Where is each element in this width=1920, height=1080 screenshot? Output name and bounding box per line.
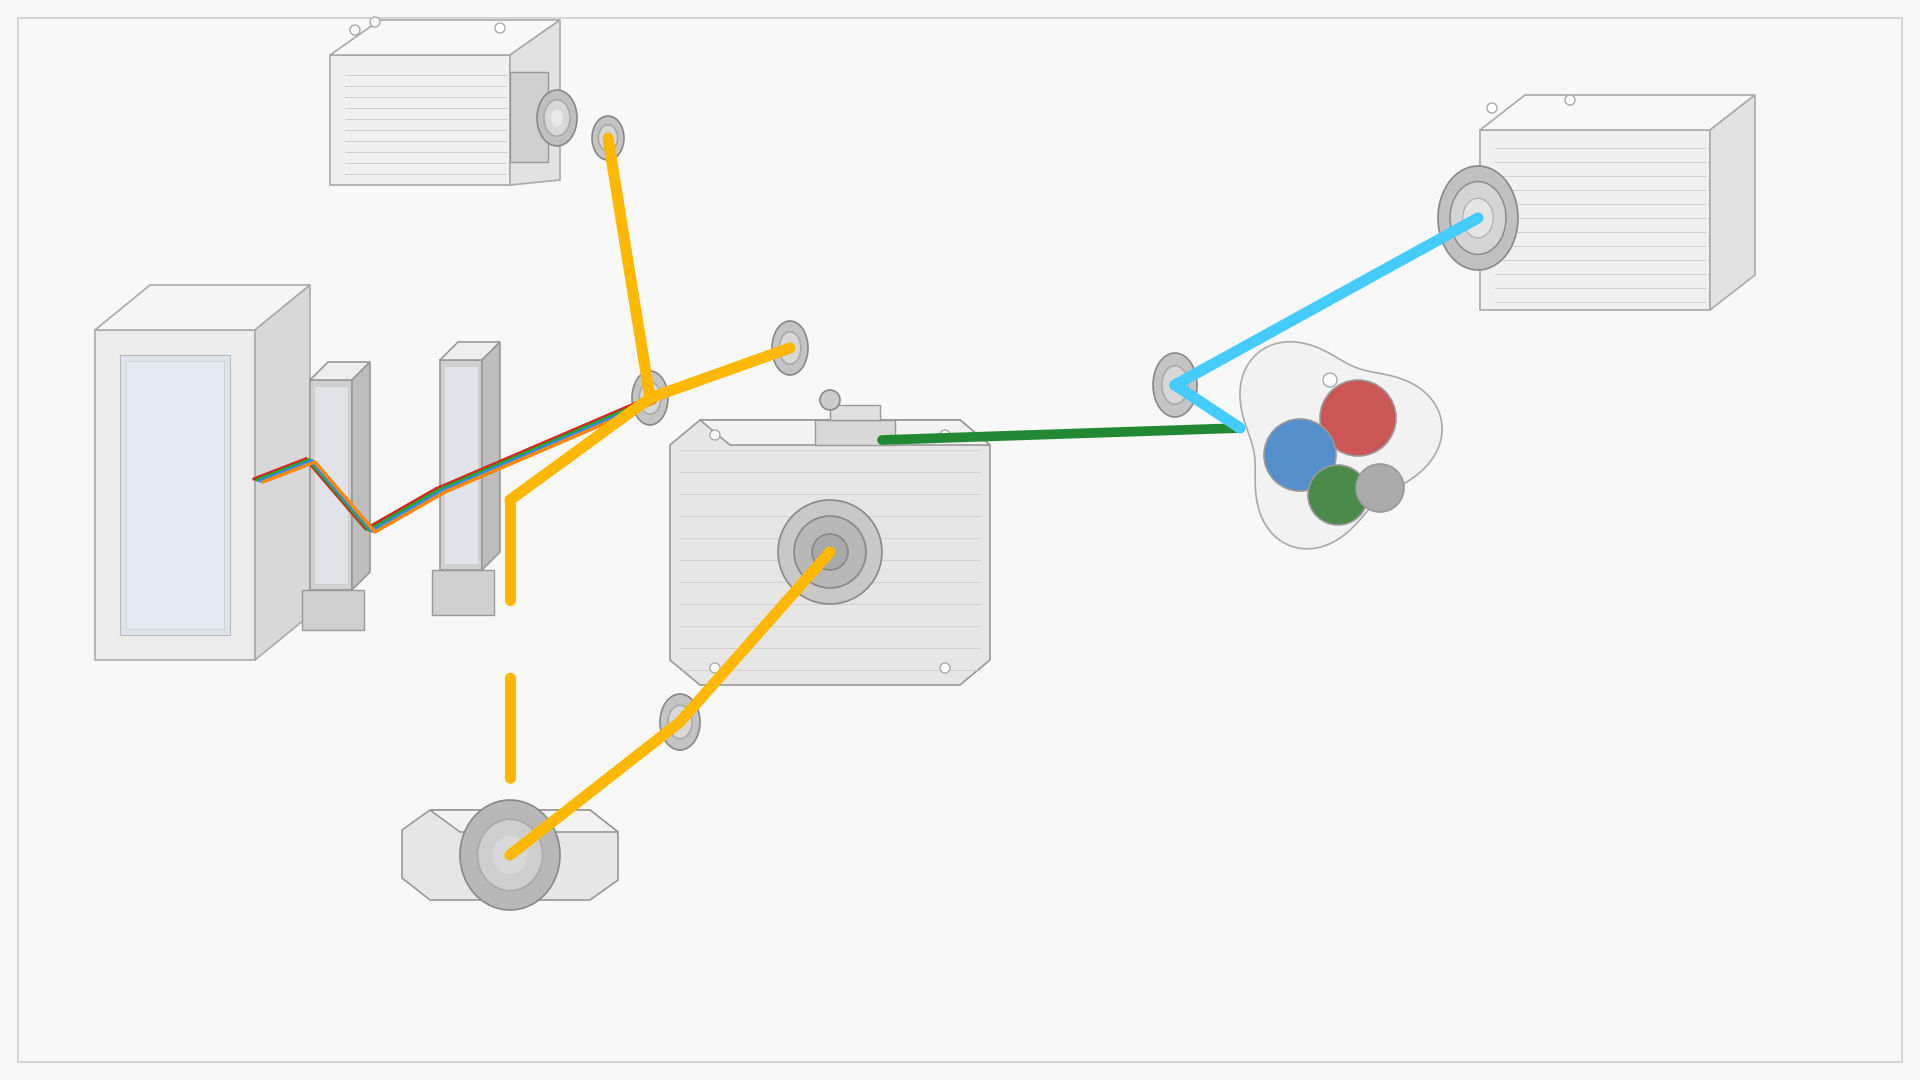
Circle shape xyxy=(495,23,505,33)
Polygon shape xyxy=(255,285,309,660)
Ellipse shape xyxy=(1438,166,1519,270)
Polygon shape xyxy=(430,810,618,832)
Circle shape xyxy=(371,17,380,27)
Polygon shape xyxy=(94,285,309,330)
Polygon shape xyxy=(440,342,499,360)
Ellipse shape xyxy=(639,382,660,415)
Circle shape xyxy=(1323,373,1336,387)
Ellipse shape xyxy=(1450,181,1505,255)
Polygon shape xyxy=(511,72,547,162)
Circle shape xyxy=(1263,419,1336,491)
Ellipse shape xyxy=(632,372,668,426)
Circle shape xyxy=(1321,380,1396,456)
Polygon shape xyxy=(127,361,225,629)
Polygon shape xyxy=(511,21,561,185)
Circle shape xyxy=(710,663,720,673)
Polygon shape xyxy=(351,362,371,590)
Circle shape xyxy=(710,430,720,440)
Polygon shape xyxy=(670,420,991,685)
Ellipse shape xyxy=(1162,366,1188,404)
Polygon shape xyxy=(301,590,365,630)
Polygon shape xyxy=(309,362,371,380)
Circle shape xyxy=(795,516,866,588)
Circle shape xyxy=(941,663,950,673)
Circle shape xyxy=(1565,95,1574,105)
Circle shape xyxy=(1356,464,1404,512)
Ellipse shape xyxy=(551,109,563,126)
Circle shape xyxy=(941,430,950,440)
Circle shape xyxy=(1308,465,1367,525)
Ellipse shape xyxy=(493,836,528,874)
Ellipse shape xyxy=(1154,353,1196,417)
Ellipse shape xyxy=(538,90,578,146)
Polygon shape xyxy=(94,330,255,660)
Polygon shape xyxy=(444,366,478,564)
Circle shape xyxy=(1486,103,1498,113)
Polygon shape xyxy=(330,55,511,185)
Polygon shape xyxy=(482,342,499,570)
Ellipse shape xyxy=(660,694,701,750)
Ellipse shape xyxy=(478,820,543,891)
Polygon shape xyxy=(401,810,618,900)
Ellipse shape xyxy=(461,800,561,910)
Circle shape xyxy=(778,500,881,604)
Polygon shape xyxy=(315,386,348,584)
Polygon shape xyxy=(701,420,991,445)
Polygon shape xyxy=(1240,341,1442,549)
Polygon shape xyxy=(1480,95,1755,130)
Polygon shape xyxy=(330,21,561,55)
Polygon shape xyxy=(309,380,351,590)
Polygon shape xyxy=(1480,130,1711,310)
Circle shape xyxy=(820,390,841,410)
Ellipse shape xyxy=(1463,199,1494,238)
Ellipse shape xyxy=(543,99,570,136)
Ellipse shape xyxy=(668,705,691,739)
Ellipse shape xyxy=(772,321,808,375)
Polygon shape xyxy=(829,405,879,420)
Polygon shape xyxy=(814,420,895,445)
Circle shape xyxy=(812,534,849,570)
Ellipse shape xyxy=(780,332,801,364)
Ellipse shape xyxy=(599,125,618,151)
Circle shape xyxy=(349,25,361,35)
Polygon shape xyxy=(119,355,230,635)
Ellipse shape xyxy=(591,116,624,160)
Polygon shape xyxy=(432,570,493,615)
Polygon shape xyxy=(440,360,482,570)
Polygon shape xyxy=(1711,95,1755,310)
